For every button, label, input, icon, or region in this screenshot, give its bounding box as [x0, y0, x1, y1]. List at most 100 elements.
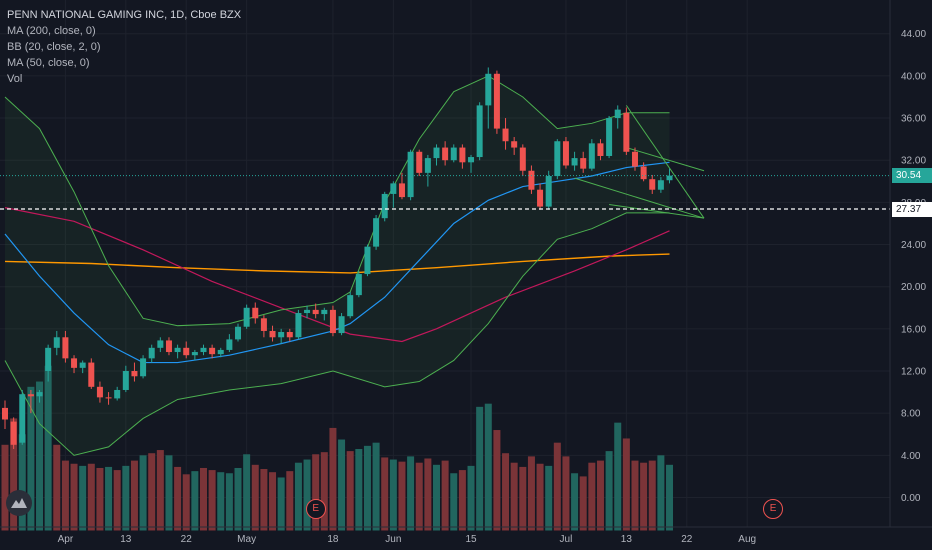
time-tick-label: Jul — [560, 534, 573, 545]
candle-body — [200, 347, 207, 353]
volume-bar — [424, 458, 432, 531]
ma50-line — [4, 207, 670, 343]
candle-body — [381, 193, 388, 219]
candle-body — [88, 362, 95, 387]
volume-bar — [372, 442, 380, 531]
volume-bar — [251, 464, 259, 531]
candle-body — [235, 326, 242, 340]
volume-bar — [182, 474, 190, 531]
candle-body — [312, 309, 319, 315]
candle-body — [433, 147, 440, 159]
volume-bar — [519, 466, 527, 531]
candle-body — [666, 175, 673, 181]
indicator-ma50[interactable]: MA (50, close, 0) — [7, 57, 90, 69]
candle-body — [407, 151, 414, 198]
earnings-marker-icon[interactable]: E — [305, 499, 326, 519]
candle-body — [588, 143, 595, 169]
price-tick-label: 12.00 — [901, 367, 926, 378]
volume-bar — [139, 455, 147, 531]
volume-bar — [44, 365, 52, 531]
volume-bar — [191, 471, 199, 531]
candle-body — [373, 218, 380, 247]
time-axis[interactable]: Apr 13 22 May 18 Jun 15 Jul 13 22 Aug — [0, 526, 932, 545]
volume-bar — [536, 463, 544, 531]
volume-bar — [1, 444, 9, 531]
volume-bar — [156, 450, 164, 531]
candle-body — [157, 340, 164, 348]
price-axis[interactable]: 44.0040.0036.0032.0028.0024.0020.0016.00… — [889, 0, 926, 527]
price-tick-label: 44.00 — [901, 29, 926, 40]
time-tick-label: 22 — [181, 534, 193, 545]
candle-body — [631, 151, 638, 167]
candle-body — [416, 151, 423, 173]
candle-body — [554, 141, 561, 177]
indicator-vol[interactable]: Vol — [7, 73, 23, 85]
candle-body — [252, 307, 259, 319]
candle-body — [329, 309, 336, 334]
candle-body — [459, 147, 466, 163]
candle-body — [209, 347, 216, 355]
indicator-ma200[interactable]: MA (200, close, 0) — [7, 25, 96, 37]
candle-body — [623, 112, 630, 152]
candle-body — [347, 295, 354, 317]
volume-bar — [174, 466, 182, 531]
volume-bar — [553, 442, 561, 531]
candle-body — [269, 330, 276, 338]
volume-bar — [79, 465, 87, 531]
bollinger-band-fill — [5, 75, 670, 456]
candle-body — [278, 332, 285, 338]
candle-body — [537, 189, 544, 207]
candle-body — [62, 337, 69, 359]
price-tick-label: 16.00 — [901, 324, 926, 335]
candle-body — [226, 339, 233, 350]
candle-body — [2, 407, 8, 420]
candle-body — [45, 347, 52, 372]
volume-bar — [320, 452, 328, 531]
volume-bar — [122, 465, 130, 531]
candle-body — [511, 141, 518, 148]
level-price-tag: 27.37 — [892, 201, 932, 217]
time-tick-label: Apr — [58, 534, 74, 545]
candle-body — [424, 158, 431, 173]
candle-body — [355, 274, 362, 296]
last-price-tag: 30.54 — [892, 168, 932, 184]
ma200-line — [4, 253, 670, 274]
candle-body — [580, 158, 587, 169]
volume-bar — [622, 438, 630, 531]
volume-bar — [484, 403, 492, 531]
bb-lower-line — [4, 212, 670, 456]
candle-body — [364, 246, 371, 275]
symbol-title[interactable]: PENN NATIONAL GAMING INC, 1D, Cboe BZX — [7, 9, 242, 21]
volume-bar — [208, 470, 216, 531]
earnings-marker-icon[interactable]: E — [763, 499, 784, 519]
volume-bar — [18, 434, 26, 531]
candle-body — [53, 337, 60, 348]
volume-bar — [199, 467, 207, 531]
indicator-bb[interactable]: BB (20, close, 2, 0) — [7, 41, 101, 53]
volume-bar — [527, 456, 535, 531]
volume-bar — [640, 462, 648, 531]
volume-bar — [493, 430, 501, 531]
volume-bar — [389, 459, 397, 531]
volume-bar — [243, 454, 251, 531]
time-tick-label: 13 — [621, 534, 633, 545]
volume-bar — [579, 476, 587, 531]
candle-body — [183, 347, 190, 356]
price-tick-label: 32.00 — [901, 156, 926, 167]
candle-body — [502, 128, 509, 142]
time-tick-label: Aug — [738, 534, 756, 545]
volume-bar — [458, 470, 466, 531]
tradingview-logo-icon[interactable] — [6, 490, 32, 516]
volume-bar — [648, 460, 656, 531]
volume-bar — [614, 422, 622, 531]
candle-body — [114, 389, 121, 399]
volume-bar — [269, 472, 277, 531]
candle-body — [390, 183, 397, 194]
volume-bar — [596, 460, 604, 531]
candle-body — [562, 141, 569, 166]
volume-bar — [277, 477, 285, 531]
volume-bar — [545, 465, 553, 531]
volume-bar — [61, 460, 69, 531]
volume-bar — [562, 456, 570, 531]
